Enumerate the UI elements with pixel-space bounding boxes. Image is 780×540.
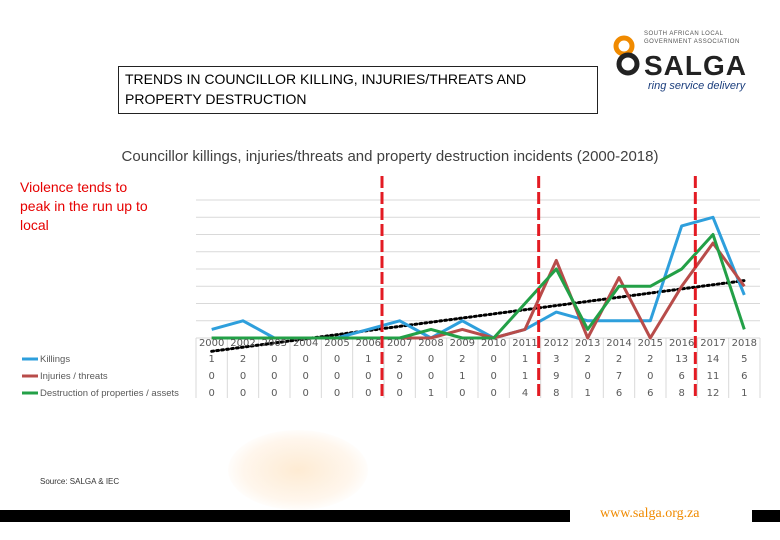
chart-series — [211, 215, 746, 340]
data-cell: 6 — [678, 371, 684, 382]
chart-trendline — [210, 279, 746, 353]
data-cell: 1 — [428, 388, 434, 399]
year-label: 2005 — [324, 338, 349, 349]
data-cell: 0 — [334, 371, 340, 382]
data-cell: 0 — [490, 354, 496, 365]
year-label: 2008 — [418, 338, 443, 349]
data-cell: 6 — [616, 388, 622, 399]
salga-logo: SOUTH AFRICAN LOCAL GOVERNMENT ASSOCIATI… — [606, 28, 776, 102]
data-cell: 3 — [553, 354, 559, 365]
data-cell: 1 — [522, 371, 528, 382]
year-label: 2012 — [544, 338, 569, 349]
footer-bar-right — [752, 510, 780, 522]
watermark — [228, 430, 368, 510]
data-cell: 0 — [365, 371, 371, 382]
data-cell: 0 — [490, 388, 496, 399]
data-cell: 0 — [490, 371, 496, 382]
slide-title: TRENDS IN COUNCILLOR KILLING, INJURIES/T… — [125, 71, 527, 107]
data-cell: 5 — [741, 354, 747, 365]
year-label: 2015 — [638, 338, 663, 349]
data-cell: 0 — [428, 371, 434, 382]
data-cell: 0 — [334, 388, 340, 399]
website-link[interactable]: www.salga.org.za — [600, 506, 700, 521]
data-cell: 1 — [522, 354, 528, 365]
data-cell: 0 — [365, 388, 371, 399]
chart-title: Councillor killings, injuries/threats an… — [121, 148, 659, 165]
data-cell: 7 — [616, 371, 622, 382]
data-cell: 2 — [396, 354, 402, 365]
year-label: 2009 — [450, 338, 475, 349]
year-label: 2003 — [262, 338, 287, 349]
data-cell: 8 — [678, 388, 684, 399]
year-label: 2000 — [199, 338, 224, 349]
chart-data-table: 2000 2002 2003 2004 2005 2006 2007 2008 2009 2010… — [22, 338, 757, 399]
legend-killings: Killings — [40, 354, 70, 365]
data-cell: 0 — [647, 371, 653, 382]
data-cell: 0 — [208, 388, 214, 399]
year-label: 2014 — [606, 338, 631, 349]
data-cell: 2 — [616, 354, 622, 365]
data-cell: 0 — [334, 354, 340, 365]
chart-event-markers — [380, 176, 697, 398]
data-cell: 9 — [553, 371, 559, 382]
data-cell: 8 — [553, 388, 559, 399]
data-cell: 11 — [707, 371, 720, 382]
legend-injuries: Injuries / threats — [40, 371, 108, 382]
data-cell: 2 — [240, 354, 246, 365]
year-label: 2018 — [732, 338, 757, 349]
year-label: 2007 — [387, 338, 412, 349]
data-cell: 0 — [428, 354, 434, 365]
data-cell: 0 — [271, 371, 277, 382]
data-cell: 1 — [741, 388, 747, 399]
data-cell: 0 — [302, 371, 308, 382]
data-cell: 2 — [647, 354, 653, 365]
logo-tagline: ring service delivery — [648, 80, 746, 92]
data-cell: 0 — [302, 388, 308, 399]
year-label: 2017 — [700, 338, 725, 349]
data-cell: 0 — [240, 371, 246, 382]
logo-wordmark: SALGA — [644, 50, 747, 81]
logo-org-name: SOUTH AFRICAN LOCAL GOVERNMENT ASSOCIATI… — [644, 31, 740, 45]
data-cell: 0 — [208, 371, 214, 382]
data-cell: 0 — [302, 354, 308, 365]
year-label: 2010 — [481, 338, 506, 349]
data-cell: 0 — [396, 388, 402, 399]
data-cell: 13 — [675, 354, 688, 365]
side-note: Violence tends to peak in the run up to … — [20, 179, 148, 233]
data-cell: 2 — [584, 354, 590, 365]
year-label: 2004 — [293, 338, 318, 349]
data-cell: 0 — [459, 388, 465, 399]
data-cell: 1 — [208, 354, 214, 365]
footer-bar — [0, 510, 570, 522]
data-cell: 6 — [741, 371, 747, 382]
data-cell: 2 — [459, 354, 465, 365]
source-note: Source: SALGA & IEC — [40, 477, 120, 486]
data-cell: 0 — [271, 354, 277, 365]
year-label: 2013 — [575, 338, 600, 349]
year-label: 2011 — [512, 338, 537, 349]
year-label: 2016 — [669, 338, 694, 349]
series-line-property — [211, 233, 746, 340]
year-label: 2002 — [230, 338, 255, 349]
data-cell: 1 — [459, 371, 465, 382]
data-cell: 1 — [365, 354, 371, 365]
slide-title-box: TRENDS IN COUNCILLOR KILLING, INJURIES/T… — [118, 66, 598, 114]
data-cell: 1 — [584, 388, 590, 399]
data-cell: 0 — [584, 371, 590, 382]
data-cell: 0 — [240, 388, 246, 399]
legend-property: Destruction of properties / assets — [40, 388, 179, 399]
data-cell: 12 — [707, 388, 720, 399]
data-cell: 4 — [522, 388, 528, 399]
data-cell: 14 — [707, 354, 720, 365]
year-label: 2006 — [356, 338, 381, 349]
data-cell: 0 — [271, 388, 277, 399]
salga-logo-icon — [613, 35, 640, 76]
data-cell: 6 — [647, 388, 653, 399]
trendline — [210, 279, 746, 353]
data-cell: 0 — [396, 371, 402, 382]
